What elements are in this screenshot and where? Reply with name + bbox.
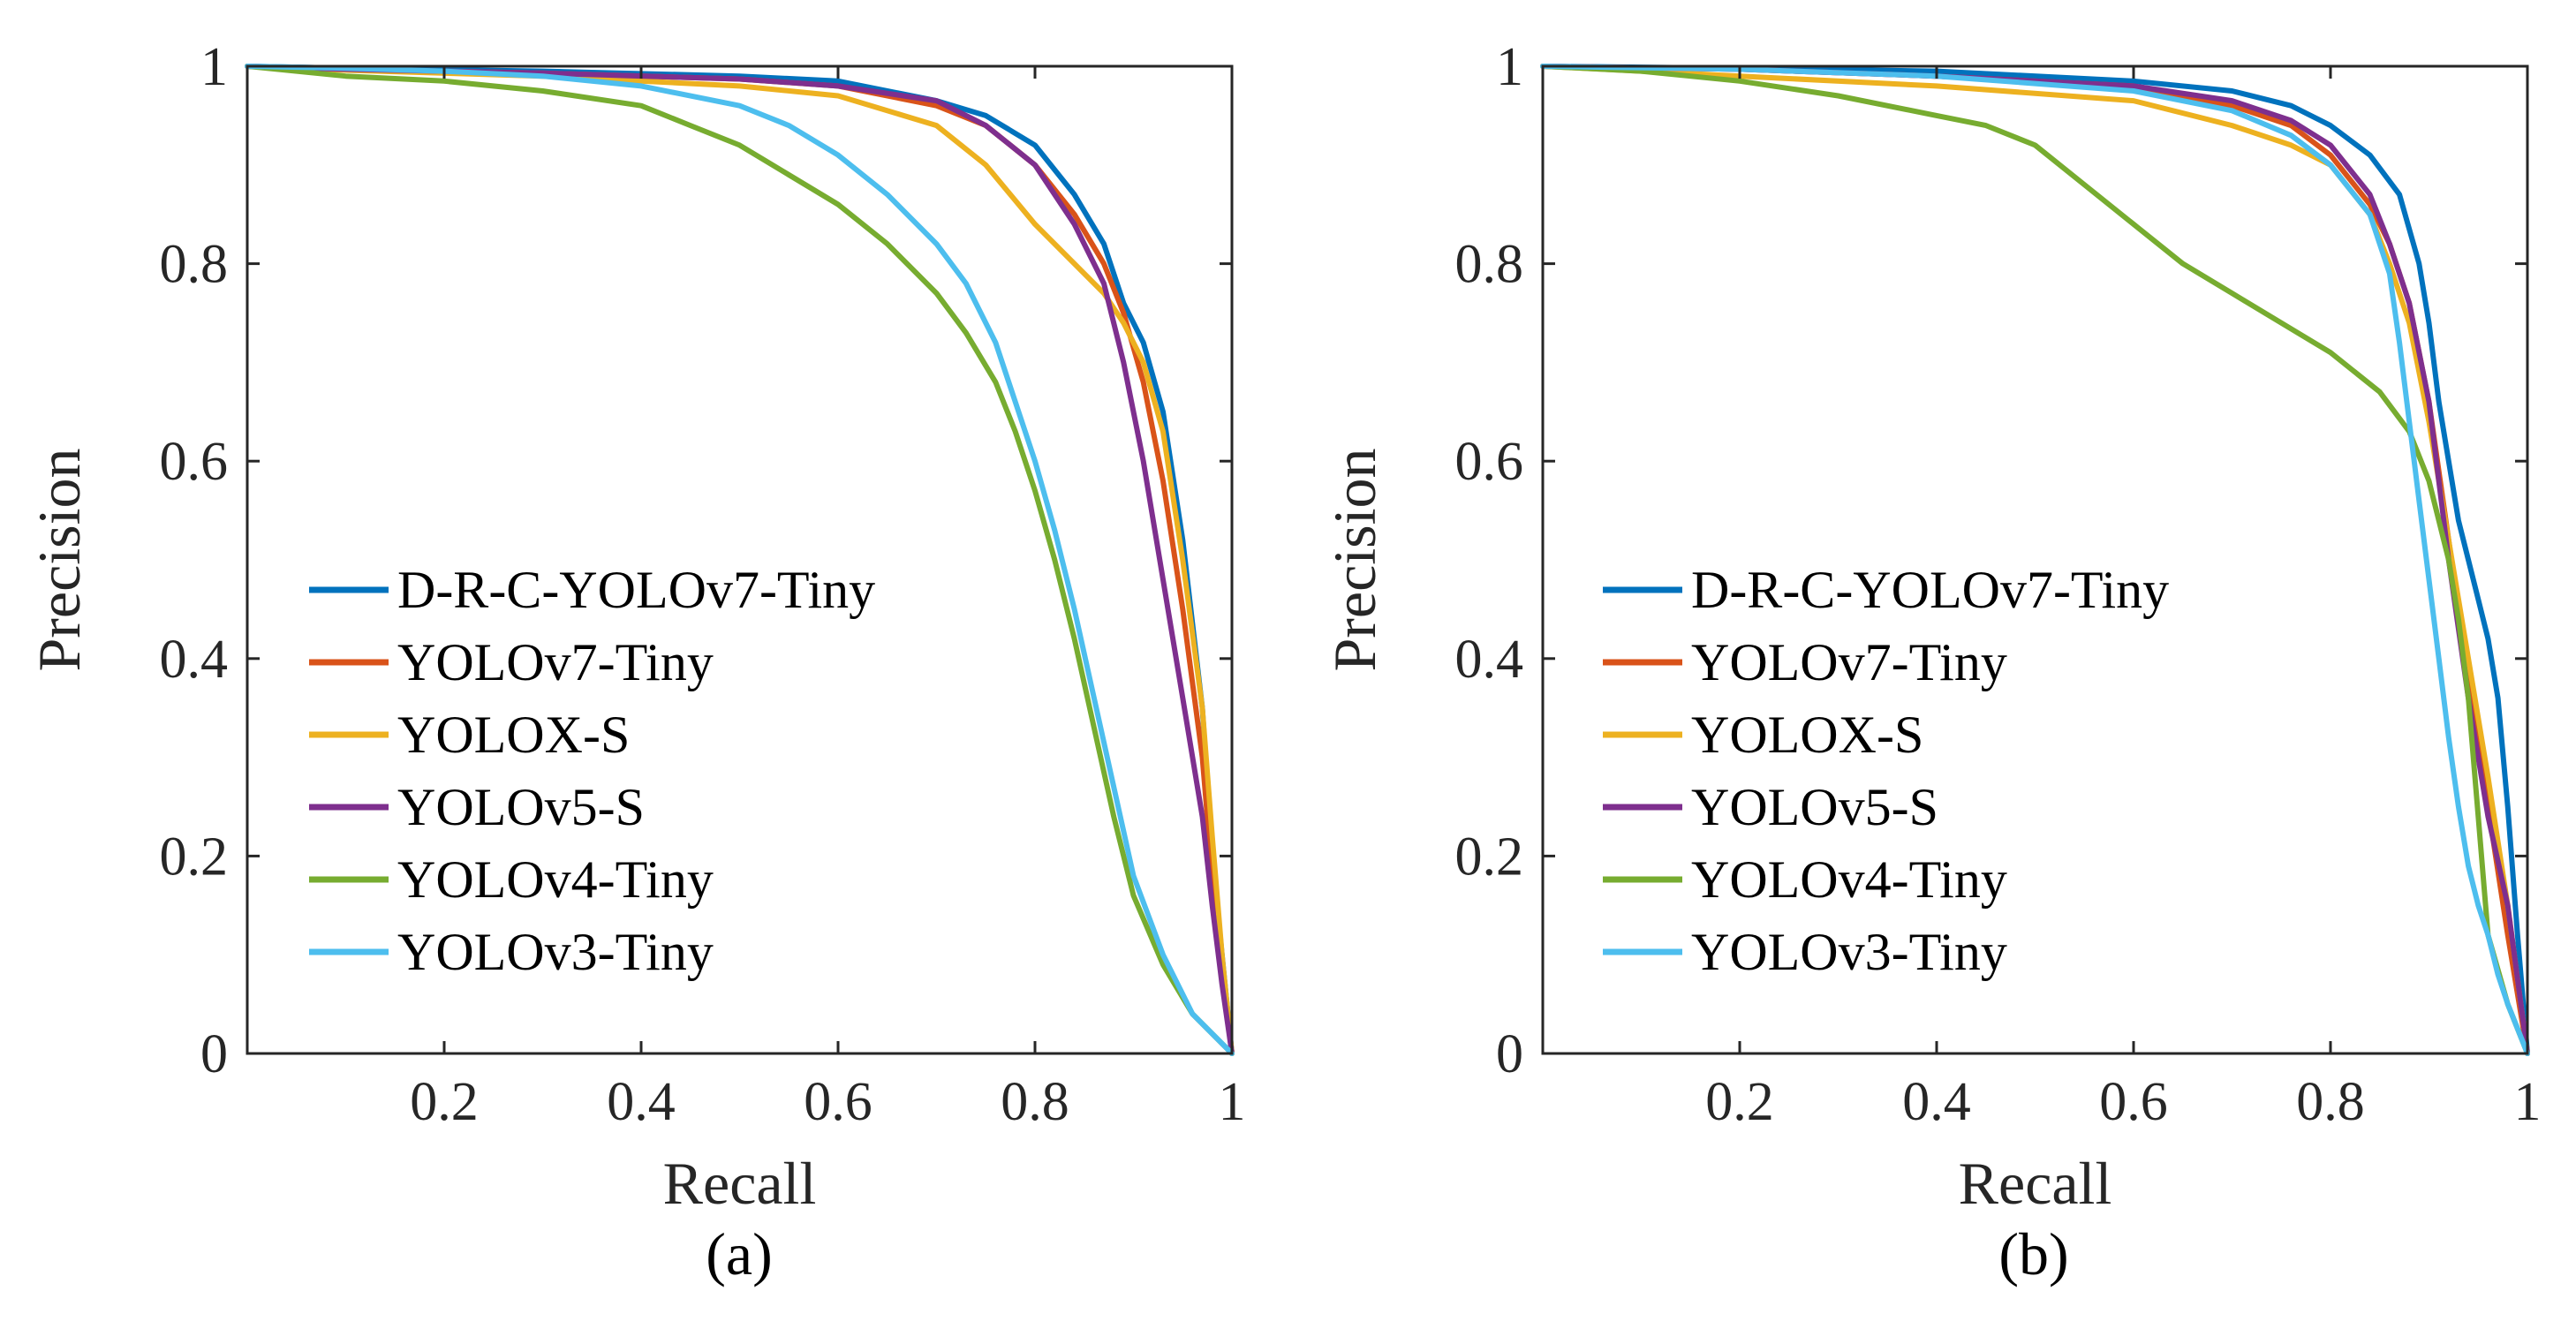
x-tick-label: 0.8 <box>1001 1072 1069 1132</box>
x-axis-label: Recall <box>1959 1150 2112 1217</box>
x-tick-label: 0.6 <box>2099 1072 2168 1132</box>
legend-label: YOLOv3-Tiny <box>397 923 714 981</box>
legend-label: YOLOv5-S <box>1691 778 1938 836</box>
axes-box <box>1541 64 2529 1055</box>
series-line-yolov3-tiny <box>245 64 1235 1056</box>
y-axis-label: Precision <box>26 448 93 671</box>
legend-label: YOLOv7-Tiny <box>397 633 714 691</box>
legend-label: YOLOv4-Tiny <box>397 850 714 909</box>
x-tick-label: 1 <box>1219 1072 1246 1132</box>
x-tick-label: 0.8 <box>2296 1072 2365 1132</box>
series-line-yolov3-tiny <box>1540 64 2530 1056</box>
y-tick-label: 0.2 <box>160 827 229 887</box>
x-tick-label: 0.4 <box>1902 1072 1971 1132</box>
y-tick-label: 0.2 <box>1455 827 1524 887</box>
y-tick-label: 0.8 <box>160 235 229 295</box>
legend-label: YOLOv4-Tiny <box>1691 850 2007 909</box>
y-tick-label: 0.6 <box>1455 432 1524 492</box>
panel-caption: (a) <box>706 1220 772 1287</box>
y-tick-label: 0.4 <box>160 630 229 690</box>
series-line-yolov4-tiny <box>245 64 1235 1056</box>
x-tick-label: 0.4 <box>607 1072 676 1132</box>
x-axis-label: Recall <box>663 1150 817 1217</box>
legend-label: YOLOX-S <box>397 706 630 764</box>
y-tick-label: 0.8 <box>1455 235 1524 295</box>
y-tick-label: 0.6 <box>160 432 229 492</box>
series-line-yolov5-s <box>245 64 1235 1056</box>
legend: D-R-C-YOLOv7-Tiny YOLOv7-Tiny YOLOX-S YOLOv… <box>309 561 875 981</box>
x-tick-label: 0.2 <box>410 1072 479 1132</box>
legend-label: YOLOv7-Tiny <box>1691 633 2007 691</box>
y-tick-label: 0 <box>200 1024 228 1084</box>
chart-panel-b: 0.2 0.4 0.6 0.8 1 0 0.2 0.4 0.6 0.8 1 Recall Precisi… <box>1321 37 2542 1287</box>
legend: D-R-C-YOLOv7-Tiny YOLOv7-Tiny YOLOX-S YOLOv… <box>1603 561 2169 981</box>
x-tick-label: 0.2 <box>1705 1072 1774 1132</box>
legend-label: D-R-C-YOLOv7-Tiny <box>1691 561 2169 619</box>
y-tick-label: 1 <box>1496 37 1523 97</box>
legend-label: YOLOv3-Tiny <box>1691 923 2007 981</box>
series-line-d-r-c-yolov7-tiny <box>1540 64 2530 1056</box>
axes-box <box>246 64 1234 1055</box>
legend-label: D-R-C-YOLOv7-Tiny <box>397 561 875 619</box>
series-line-yolox-s <box>245 64 1235 1056</box>
y-axis-label: Precision <box>1321 448 1388 671</box>
x-tick-label: 0.6 <box>804 1072 873 1132</box>
y-tick-label: 1 <box>200 37 228 97</box>
panel-caption: (b) <box>1998 1220 2068 1287</box>
x-tick-label: 1 <box>2514 1072 2542 1132</box>
plot-area <box>1543 66 2527 1053</box>
legend-label: YOLOX-S <box>1691 706 1923 764</box>
chart-panel-a: 0.2 0.4 0.6 0.8 1 0 0.2 0.4 0.6 0.8 1 Recall Precisi… <box>26 37 1246 1287</box>
y-tick-label: 0 <box>1496 1024 1523 1084</box>
legend-label: YOLOv5-S <box>397 778 645 836</box>
plot-area <box>247 66 1232 1053</box>
y-tick-label: 0.4 <box>1455 630 1524 690</box>
series-line-yolov4-tiny <box>1540 64 2530 1056</box>
